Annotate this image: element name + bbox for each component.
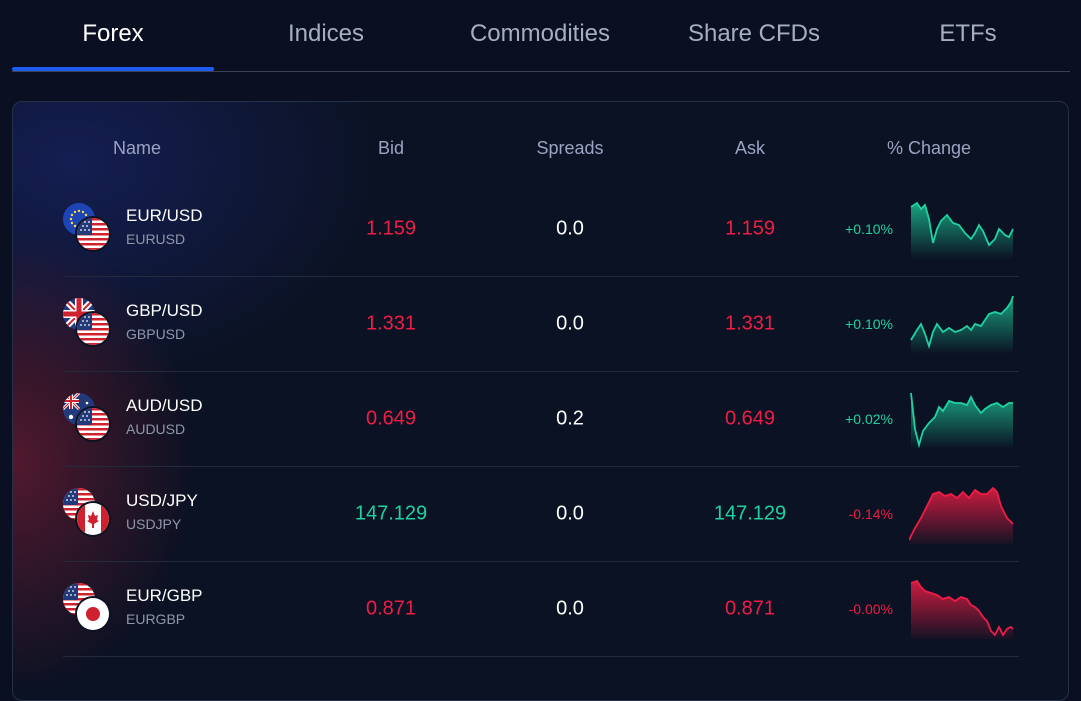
spread-value: 0.0 (556, 502, 584, 524)
us-flag-icon (77, 313, 109, 345)
ask-price: 0.871 (724, 597, 776, 619)
percent-change: +0.10% (845, 220, 893, 237)
currency-pair-flags (63, 203, 109, 251)
table-row[interactable]: EUR/GBP EURGBP 0.871 0.0 0.871 -0.00% (63, 561, 1019, 657)
quotes-panel: Name Bid Spreads Ask % Change EUR/USD EU… (12, 101, 1069, 701)
column-header-ask: Ask (734, 138, 766, 158)
tab-indices[interactable]: Indices (287, 20, 365, 47)
column-header-spreads: Spreads (536, 138, 604, 158)
percent-change: -0.14% (848, 505, 893, 522)
bid-price: 0.871 (365, 597, 417, 619)
ca-flag-icon (77, 503, 109, 535)
table-row[interactable]: EUR/USD EURUSD 1.159 0.0 1.159 +0.10% (63, 181, 1019, 277)
pair-symbol: EUR/GBP (126, 586, 203, 605)
bid-price: 147.129 (354, 502, 428, 524)
pair-symbol: EUR/USD (126, 206, 203, 225)
sparkline-chart (910, 201, 1014, 259)
column-header-change: % Change (886, 138, 972, 158)
tab-etfs[interactable]: ETFs (939, 20, 997, 47)
sparkline-chart (909, 486, 1014, 544)
ask-price: 147.129 (713, 502, 787, 524)
column-header-name: Name (112, 138, 162, 158)
tab-commodities[interactable]: Commodities (469, 20, 611, 47)
spread-value: 0.0 (556, 312, 584, 334)
spread-value: 0.0 (556, 597, 584, 619)
market-tabs: Forex Indices Commodities Share CFDs ETF… (12, 0, 1070, 72)
spread-value: 0.2 (556, 407, 584, 429)
bid-price: 0.649 (365, 407, 417, 429)
pair-symbol: USD/JPY (126, 491, 198, 510)
ask-price: 1.331 (724, 312, 776, 334)
table-row[interactable]: USD/JPY USDJPY 147.129 0.0 147.129 -0.14… (63, 466, 1019, 562)
table-row[interactable]: AUD/USD AUDUSD 0.649 0.2 0.649 +0.02% (63, 371, 1019, 467)
currency-pair-flags (63, 298, 109, 346)
bid-price: 1.159 (365, 217, 417, 239)
pair-code: USDJPY (126, 516, 182, 532)
pair-code: AUDUSD (126, 421, 186, 437)
currency-pair-flags (63, 488, 109, 536)
sparkline-chart (910, 579, 1014, 639)
us-flag-icon (77, 218, 109, 250)
active-tab-indicator (12, 67, 214, 71)
bid-price: 1.331 (365, 312, 417, 334)
column-header-bid: Bid (377, 138, 405, 158)
sparkline-chart (910, 392, 1013, 449)
sparkline-chart (910, 295, 1014, 354)
pair-code: EURUSD (126, 231, 186, 247)
jp-flag-icon (77, 598, 109, 630)
us-flag-icon (77, 408, 109, 440)
tab-share-cfds[interactable]: Share CFDs (687, 20, 821, 47)
pair-symbol: AUD/USD (126, 396, 203, 415)
percent-change: +0.02% (845, 410, 893, 427)
ask-price: 0.649 (724, 407, 776, 429)
table-row[interactable]: GBP/USD GBPUSD 1.331 0.0 1.331 +0.10% (63, 276, 1019, 372)
currency-pair-flags (63, 583, 109, 631)
ask-price: 1.159 (724, 217, 776, 239)
tab-forex[interactable]: Forex (82, 20, 144, 47)
currency-pair-flags (63, 393, 109, 441)
pair-code: EURGBP (126, 611, 186, 627)
pair-code: GBPUSD (126, 326, 186, 342)
pair-symbol: GBP/USD (126, 301, 203, 320)
percent-change: -0.00% (848, 600, 893, 617)
spread-value: 0.0 (556, 217, 584, 239)
percent-change: +0.10% (845, 315, 893, 332)
